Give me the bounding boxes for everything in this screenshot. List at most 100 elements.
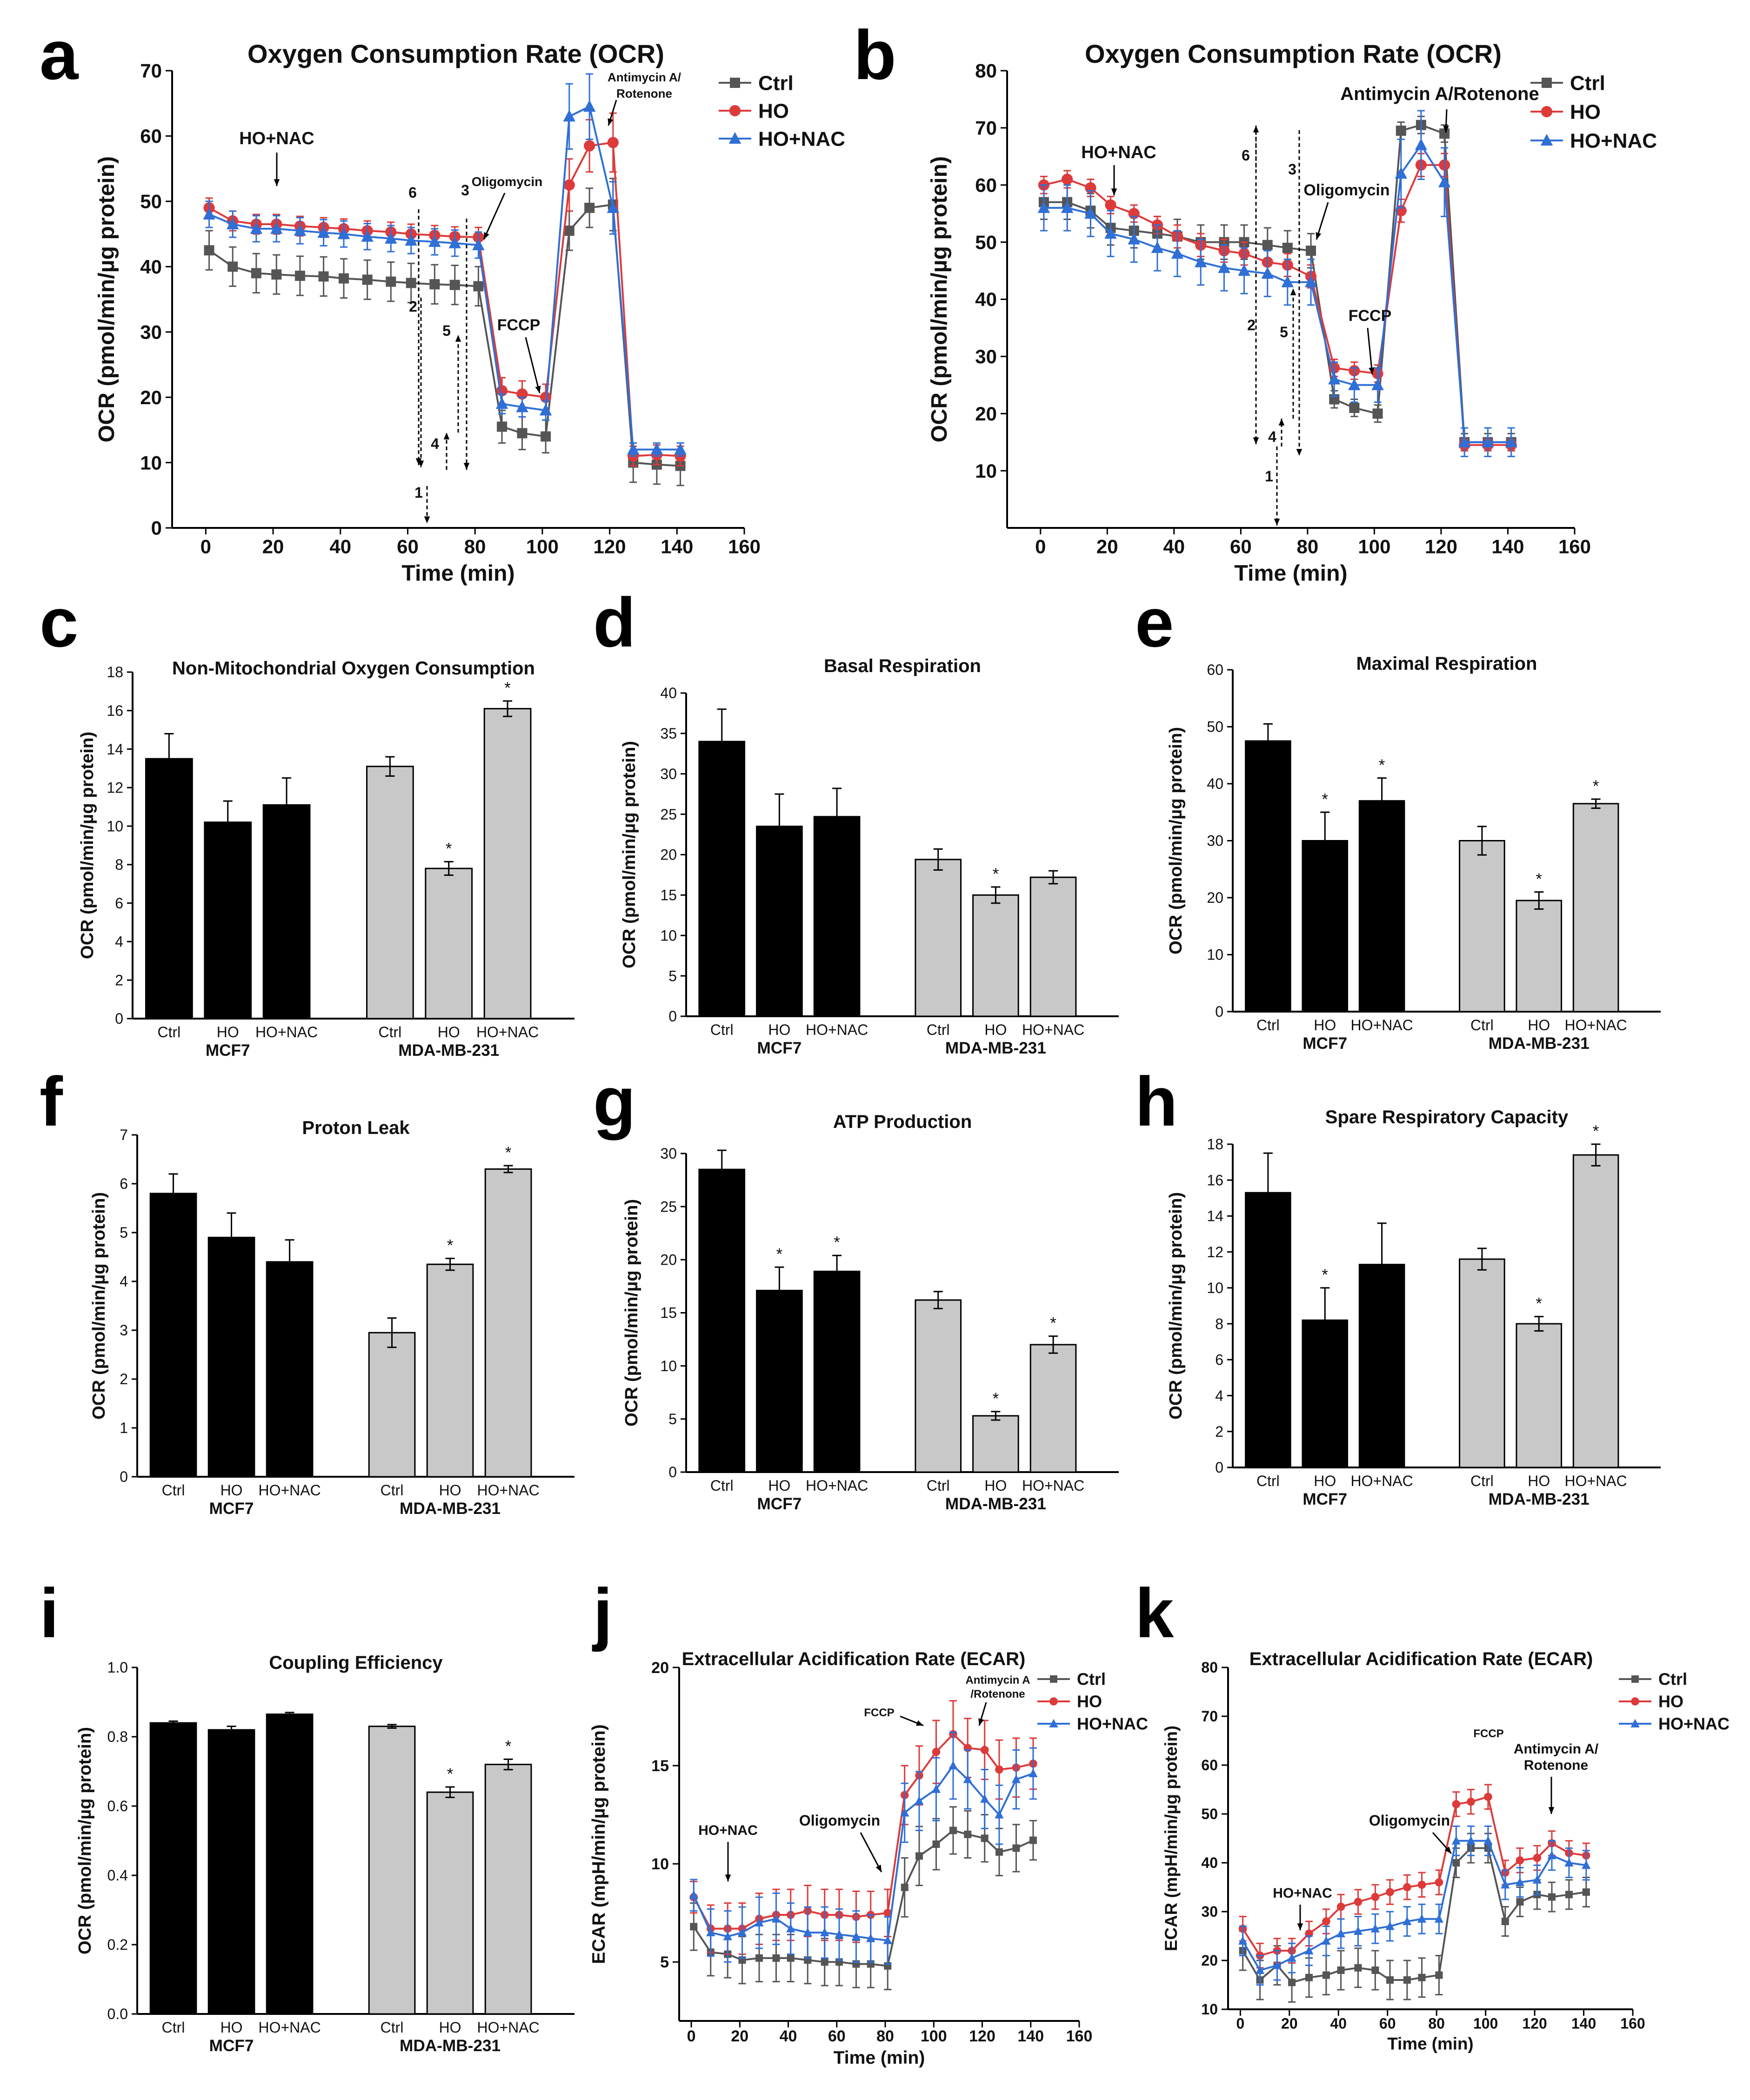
- x-tick-label: 40: [1163, 536, 1185, 558]
- data-point: [1403, 1976, 1411, 1984]
- data-point: [1353, 1926, 1363, 1935]
- y-tick-label: 40: [975, 288, 997, 310]
- data-point: [915, 1796, 924, 1805]
- y-axis-label: OCR (pmol/min/µg protein): [619, 741, 639, 968]
- series-line-HO: [208, 141, 681, 457]
- y-tick-label: 0: [668, 1464, 677, 1480]
- data-point: [1238, 264, 1250, 276]
- annotation-arrow-head: [1316, 232, 1322, 240]
- data-point: [1218, 261, 1230, 273]
- annotation-number: 4: [431, 435, 439, 452]
- x-category-label: HO+NAC: [477, 2019, 539, 2036]
- y-tick-label: 4: [115, 933, 123, 950]
- x-group-label: MDA-MB-231: [400, 2037, 501, 2055]
- significance-star: *: [776, 1245, 783, 1263]
- data-point: [1272, 1960, 1282, 1969]
- y-tick-label: 40: [1201, 1854, 1218, 1871]
- x-category-label: HO+NAC: [476, 1024, 539, 1040]
- bar-MCF7-HO+NAC: [813, 816, 861, 1017]
- annotation-arrow-line: [483, 193, 506, 240]
- x-category-label: HO: [768, 1021, 790, 1038]
- series-line-HO+NAC: [208, 105, 681, 451]
- data-point: [883, 1908, 892, 1917]
- annotation-arrow-head: [1297, 1923, 1303, 1930]
- bar-MCF7-Ctrl: [698, 1168, 746, 1473]
- data-point: [1322, 1971, 1330, 1979]
- bar-MDA-MB-231-HO: [1516, 900, 1563, 1013]
- data-point: [584, 140, 595, 152]
- data-point: [1396, 126, 1406, 136]
- y-tick-label: 2: [1215, 1423, 1223, 1440]
- data-point: [271, 269, 282, 280]
- x-tick-label: 0: [1035, 536, 1046, 558]
- data-point: [915, 1852, 923, 1860]
- annotation-arrow-head: [1444, 1846, 1451, 1853]
- data-point: [564, 226, 574, 236]
- bar-MDA-MB-231-HO: [1516, 1323, 1563, 1468]
- annotation-label: Oligomycin: [1369, 1812, 1450, 1829]
- x-tick-label: 80: [1297, 536, 1319, 558]
- data-point: [1354, 1898, 1363, 1906]
- x-category-label: Ctrl: [381, 1482, 404, 1499]
- data-point: [820, 1927, 829, 1936]
- y-tick-label: 60: [140, 125, 162, 147]
- x-category-label: Ctrl: [1470, 1017, 1494, 1033]
- bar-MDA-MB-231-HO+NAC: [1572, 803, 1619, 1013]
- data-point: [1062, 173, 1073, 185]
- data-point: [1195, 255, 1207, 267]
- legend-marker: [1541, 106, 1553, 118]
- data-point: [1287, 1953, 1296, 1962]
- data-point: [964, 1830, 972, 1838]
- y-tick-label: 5: [660, 1953, 669, 1971]
- x-tick-label: 60: [1379, 2015, 1396, 2032]
- y-tick-label: 8: [1215, 1315, 1223, 1332]
- y-tick-label: 1: [120, 1420, 128, 1436]
- y-tick-label: 2: [120, 1371, 128, 1387]
- x-tick-label: 160: [728, 536, 761, 558]
- data-point: [1483, 1836, 1493, 1845]
- panel-letter-g: g: [593, 1062, 636, 1140]
- bar-MDA-MB-231-HO: [426, 1263, 474, 1478]
- annotation-label: Oligomycin: [799, 1812, 880, 1829]
- data-point: [1417, 1880, 1426, 1889]
- x-category-label: HO: [1314, 1017, 1336, 1033]
- data-point: [1336, 1902, 1345, 1911]
- bar-MDA-MB-231-Ctrl: [915, 859, 962, 1017]
- x-group-label: MCF7: [1302, 1490, 1347, 1508]
- data-point: [1434, 1914, 1444, 1923]
- panel-letter-k: k: [1135, 1574, 1174, 1652]
- data-point: [497, 421, 508, 432]
- y-tick-label: 7: [120, 1127, 128, 1143]
- data-point: [737, 1927, 747, 1936]
- legend-marker: [1631, 1675, 1639, 1683]
- bar-MDA-MB-231-Ctrl: [1459, 1258, 1505, 1468]
- bar-MDA-MB-231-Ctrl: [1459, 840, 1505, 1013]
- bar-MDA-MB-231-HO+NAC: [1029, 876, 1077, 1017]
- y-tick-label: 40: [140, 256, 162, 278]
- y-tick-label: 2: [115, 972, 123, 988]
- annotation-arrow-head: [1548, 1807, 1555, 1814]
- x-group-label: MCF7: [757, 1495, 802, 1513]
- y-axis-label: OCR (pmol/min/µg protein): [1166, 1192, 1186, 1420]
- x-category-label: HO: [1528, 1017, 1550, 1033]
- x-category-label: HO: [768, 1477, 790, 1494]
- bar-MDA-MB-231-HO: [972, 1415, 1019, 1473]
- y-tick-label: 50: [975, 231, 997, 253]
- x-tick-label: 60: [1230, 536, 1252, 558]
- data-point: [851, 1932, 861, 1940]
- y-tick-label: 6: [120, 1175, 128, 1192]
- y-tick-label: 50: [140, 191, 162, 213]
- data-point: [900, 1808, 909, 1817]
- bar-MCF7-Ctrl: [698, 740, 746, 1017]
- annotation-arrow-head: [1290, 288, 1296, 295]
- x-tick-label: 160: [1558, 536, 1591, 558]
- x-category-label: HO+NAC: [1564, 1017, 1627, 1033]
- series-line-Ctrl: [693, 1829, 1034, 1967]
- data-point: [1439, 128, 1450, 139]
- x-category-label: HO: [220, 1482, 243, 1499]
- data-point: [1371, 378, 1384, 390]
- annotation-arrow-head: [875, 1865, 882, 1872]
- bar-MDA-MB-231-HO+NAC: [483, 708, 532, 1020]
- bar-MCF7-Ctrl: [149, 1193, 197, 1478]
- chart-title: Spare Respiratory Capacity: [1325, 1107, 1569, 1127]
